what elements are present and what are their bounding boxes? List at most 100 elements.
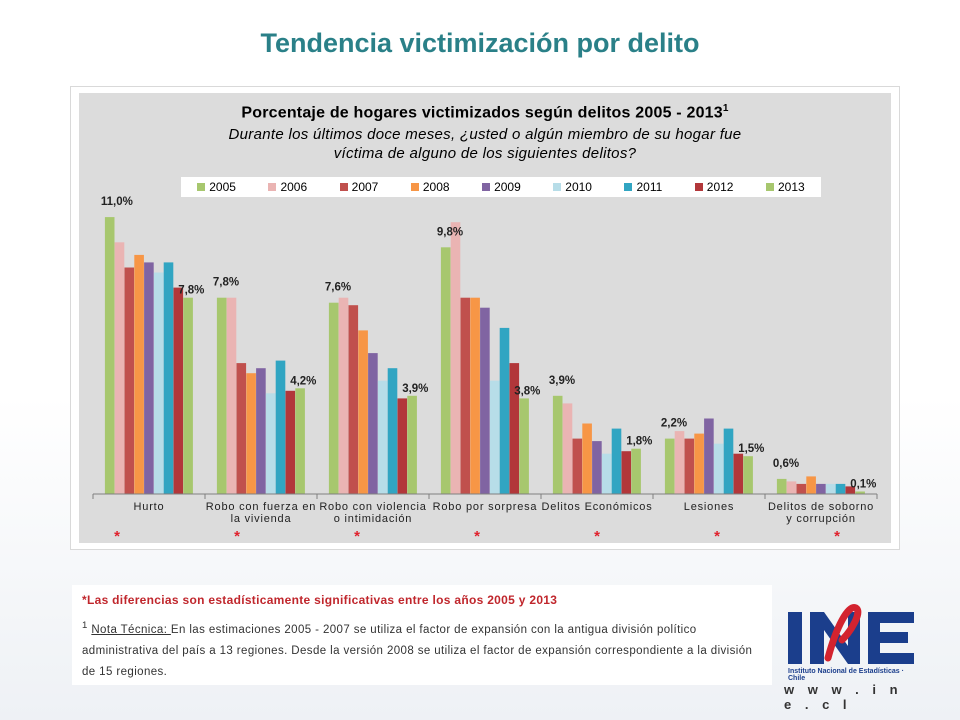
bar-2010-cat0 (153, 272, 164, 494)
data-label: 3,9% (549, 375, 575, 387)
bar-2009-cat1 (256, 368, 266, 494)
category-label-line: y corrupción (786, 513, 856, 525)
legend-label: 2005 (209, 180, 236, 194)
legend-swatch (482, 183, 491, 191)
chart-subtitle-line2: víctima de alguno de los siguientes deli… (333, 145, 637, 162)
significance-mark: * (834, 528, 840, 543)
bar-2010-cat4 (601, 453, 612, 494)
data-label: 9,8% (437, 226, 463, 238)
bar-2007-cat2 (348, 305, 359, 494)
technical-note-label: Nota Técnica: (91, 623, 171, 636)
bar-2008-cat5 (694, 433, 704, 494)
category-label: Hurto (134, 501, 165, 513)
bar-2011-cat0 (163, 262, 174, 494)
legend-label: 2007 (351, 180, 379, 194)
chart-frame: Hurto Robo con fuerza en la vivienda Robo c… (70, 86, 900, 550)
bar-2007-cat6 (796, 483, 807, 494)
bar-2010-cat6 (825, 483, 836, 494)
bar-2006-cat1 (226, 297, 237, 494)
category-label-line: o intimidación (334, 513, 412, 525)
category-label-line: la vivienda (231, 513, 292, 525)
bar-2011-cat1 (275, 360, 286, 494)
bar-2005-cat1 (216, 297, 227, 494)
legend-item-2013: 2013 (765, 180, 805, 194)
slide-title: Tendencia victimización por delito (260, 28, 700, 58)
data-label: 2,2% (661, 418, 687, 430)
bar-2007-cat1 (236, 363, 247, 494)
bar-2013-cat3 (519, 398, 529, 494)
bar-2011-cat5 (723, 428, 734, 494)
bar-2006-cat0 (114, 242, 125, 494)
bar-2012-cat4 (621, 451, 632, 494)
bar-2011-cat4 (611, 428, 622, 494)
bar-2005-cat4 (552, 395, 563, 494)
legend-label: 2006 (280, 180, 308, 194)
bar-2009-cat6 (816, 483, 826, 494)
bar-2013-cat2 (407, 395, 417, 494)
bar-2006-cat2 (338, 297, 349, 494)
data-label: 7,8% (178, 285, 204, 297)
chart-area: Hurto Robo con fuerza en la vivienda Robo c… (79, 93, 891, 543)
technical-note-text: En las estimaciones 2005 - 2007 se utili… (82, 623, 753, 678)
category-label: Delitos de soborno y corrupción (768, 501, 874, 525)
data-label: 3,8% (514, 385, 540, 397)
bar-2007-cat0 (124, 267, 135, 494)
bar-2009-cat2 (368, 353, 378, 494)
ine-logo: Instituto Nacional de Estadísticas · Chi… (782, 600, 922, 712)
legend-label: 2008 (422, 180, 450, 194)
bar-2013-cat4 (631, 448, 641, 494)
data-label: 4,2% (290, 375, 316, 387)
bar-2010-cat3 (489, 380, 500, 494)
bar-2013-cat6 (855, 491, 865, 494)
category-label: Robo con violencia o intimidación (319, 501, 426, 525)
legend-swatch (339, 183, 348, 191)
bar-2012-cat5 (733, 453, 744, 494)
legend-label: 2009 (494, 180, 521, 194)
bar-2010-cat2 (377, 380, 388, 494)
legend-label: 2010 (565, 180, 592, 194)
bar-2006-cat5 (674, 431, 685, 494)
data-label: 0,1% (850, 479, 876, 491)
bar-2013-cat1 (295, 388, 305, 494)
legend-label: 2013 (777, 180, 805, 194)
category-label-line: Robo por sorpresa (433, 501, 538, 513)
significance-mark: * (114, 528, 120, 543)
bar-2012-cat3 (509, 363, 520, 494)
ine-logo-mark (788, 604, 914, 664)
chart-title: Porcentaje de hogares victimizados según… (241, 103, 729, 122)
category-label-line: Delitos de soborno (768, 501, 874, 513)
category-label: Delitos Económicos (542, 501, 653, 513)
significance-mark: * (714, 528, 720, 543)
bar-2010-cat5 (713, 443, 724, 494)
category-label: Robo con fuerza en la vivienda (206, 501, 316, 525)
bar-2008-cat2 (358, 330, 368, 494)
legend-item-2007: 2007 (339, 180, 379, 194)
bar-2005-cat0 (104, 217, 115, 494)
bar-2010-cat1 (265, 393, 276, 494)
legend-item-2005: 2005 (197, 180, 236, 194)
data-label: 3,9% (402, 383, 428, 395)
technical-note: 1 Nota Técnica: En las estimaciones 2005… (82, 615, 762, 683)
legend-item-2009: 2009 (482, 180, 521, 194)
bar-2008-cat3 (470, 297, 480, 494)
bar-2012-cat0 (173, 287, 184, 494)
bar-2013-cat5 (743, 456, 753, 494)
category-label-line: Lesiones (684, 501, 734, 513)
bar-2007-cat3 (460, 297, 471, 494)
chart-subtitle-line1: Durante los últimos doce meses, ¿usted o… (228, 126, 742, 143)
ine-logo-subtitle: Instituto Nacional de Estadísticas · Chi… (788, 668, 904, 682)
legend-item-2012: 2012 (694, 180, 733, 194)
bar-2008-cat0 (134, 254, 144, 494)
bar-2007-cat5 (684, 438, 695, 494)
data-label: 1,5% (738, 443, 764, 455)
legend-swatch (694, 183, 703, 191)
bar-2011-cat6 (835, 483, 846, 494)
legend-item-2010: 2010 (553, 180, 592, 194)
chart-subtitle: Durante los últimos doce meses, ¿usted o… (169, 125, 801, 163)
legend-item-2011: 2011 (624, 180, 662, 194)
bar-2008-cat6 (806, 476, 816, 494)
bar-2011-cat2 (387, 368, 398, 494)
significance-mark: * (474, 528, 480, 543)
legend-swatch (624, 183, 633, 191)
